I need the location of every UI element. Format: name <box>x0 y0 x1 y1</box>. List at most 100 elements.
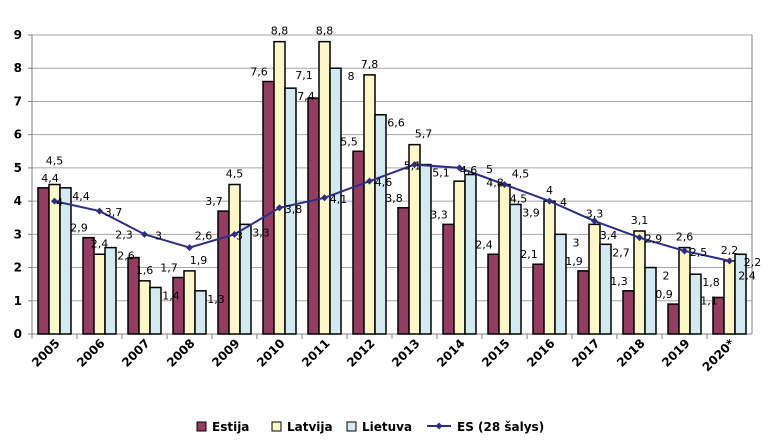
y-tick-label: 5 <box>14 161 22 175</box>
x-tick-label: 2010 <box>254 336 288 370</box>
line-point <box>321 194 328 202</box>
line-point <box>141 230 148 238</box>
y-tick-label: 7 <box>14 94 22 108</box>
bar-lietuva <box>689 273 702 335</box>
x-tick-label: 2017 <box>569 336 603 370</box>
y-tick-label: 4 <box>14 194 22 208</box>
line-point <box>636 234 643 242</box>
bar-estija <box>217 210 230 335</box>
bar-estija <box>172 276 185 335</box>
legend-swatch <box>346 421 357 432</box>
bar-latvija <box>318 40 331 335</box>
data-label: 7,4 <box>297 90 315 103</box>
data-label: 1,3 <box>207 293 225 306</box>
data-label: 4,5 <box>510 193 528 206</box>
y-tick-label: 6 <box>14 128 22 142</box>
x-tick-label: 2020* <box>700 336 738 374</box>
data-label: 5 <box>486 163 493 176</box>
bar-lietuva <box>554 233 567 335</box>
data-label: 4 <box>546 184 553 197</box>
bar-estija <box>262 80 275 335</box>
bar-lietuva <box>239 223 252 335</box>
x-tick-label: 2019 <box>659 336 693 370</box>
line-point <box>411 161 418 169</box>
bar-latvija <box>183 270 196 335</box>
data-label: 3,3 <box>430 208 448 221</box>
data-label: 4,5 <box>46 155 64 168</box>
bar-estija <box>667 303 680 335</box>
legend-label: ES (28 šalys) <box>457 420 544 434</box>
data-label: 2,7 <box>612 246 630 259</box>
data-label: 3,3 <box>252 226 270 239</box>
bar-latvija <box>138 280 151 335</box>
y-tick-label: 3 <box>14 227 22 241</box>
bar-estija <box>622 290 635 335</box>
line-point <box>231 230 238 238</box>
x-tick-label: 2007 <box>119 336 153 370</box>
data-label: 1,9 <box>190 254 208 267</box>
data-label: 7,8 <box>361 58 379 71</box>
bar-estija <box>577 270 590 335</box>
line-point <box>726 257 733 265</box>
data-label: 4 <box>560 196 567 209</box>
data-label: 3,8 <box>285 203 303 216</box>
data-label: 3,8 <box>385 192 403 205</box>
data-label: 1,4 <box>162 289 180 302</box>
data-label: 2,4 <box>475 238 493 251</box>
line-es <box>54 163 730 262</box>
legend-marker <box>435 422 443 430</box>
data-label: 8,8 <box>316 25 334 38</box>
legend-swatch <box>271 421 282 432</box>
data-label: 4,4 <box>72 190 90 203</box>
data-label: 4,4 <box>41 172 59 185</box>
data-label: 1,3 <box>610 275 628 288</box>
bar-latvija <box>273 40 286 335</box>
data-label: 2,5 <box>690 246 708 259</box>
data-label: 3,7 <box>105 206 123 219</box>
line-point <box>276 204 283 212</box>
data-label: 2,9 <box>645 233 663 246</box>
data-label: 3,1 <box>631 214 649 227</box>
data-label: 2,3 <box>115 229 133 242</box>
line-point <box>546 197 553 205</box>
x-tick-label: 2018 <box>614 336 648 370</box>
line-point <box>186 244 193 252</box>
legend-label: Latvija <box>287 420 333 434</box>
line-point <box>681 247 688 255</box>
line-point <box>96 207 103 215</box>
data-label: 1,1 <box>700 294 718 307</box>
data-label: 2,2 <box>744 256 762 269</box>
bar-estija <box>397 207 410 335</box>
x-tick-label: 2005 <box>29 336 63 370</box>
data-label: 2,2 <box>721 244 739 257</box>
data-label: 4,6 <box>460 164 478 177</box>
bar-lietuva <box>374 113 387 335</box>
data-label: 3 <box>573 236 580 249</box>
data-label: 1,6 <box>136 264 154 277</box>
data-label: 3,3 <box>586 207 604 220</box>
data-label: 8,8 <box>271 25 289 38</box>
bar-lietuva <box>464 173 477 335</box>
line-point <box>366 177 373 185</box>
data-label: 2,6 <box>676 231 694 244</box>
bar-lietuva <box>149 286 162 335</box>
data-label: 8 <box>348 70 355 83</box>
bar-latvija <box>633 230 646 335</box>
y-tick-label: 2 <box>14 261 22 275</box>
bar-lietuva <box>734 253 747 335</box>
bar-estija <box>307 97 320 335</box>
x-tick-label: 2014 <box>434 336 468 370</box>
bar-lietuva <box>644 266 657 335</box>
bar-estija <box>82 236 95 335</box>
line-point <box>456 164 463 172</box>
data-label: 5,1 <box>404 160 422 173</box>
bar-latvija <box>228 183 241 335</box>
data-label: 1,7 <box>160 262 178 275</box>
x-tick-label: 2009 <box>209 336 243 370</box>
data-label: 1,9 <box>565 255 583 268</box>
bar-estija <box>352 150 365 335</box>
bar-estija <box>442 223 455 335</box>
bar-lietuva <box>419 163 432 335</box>
data-label: 3 <box>236 229 243 242</box>
